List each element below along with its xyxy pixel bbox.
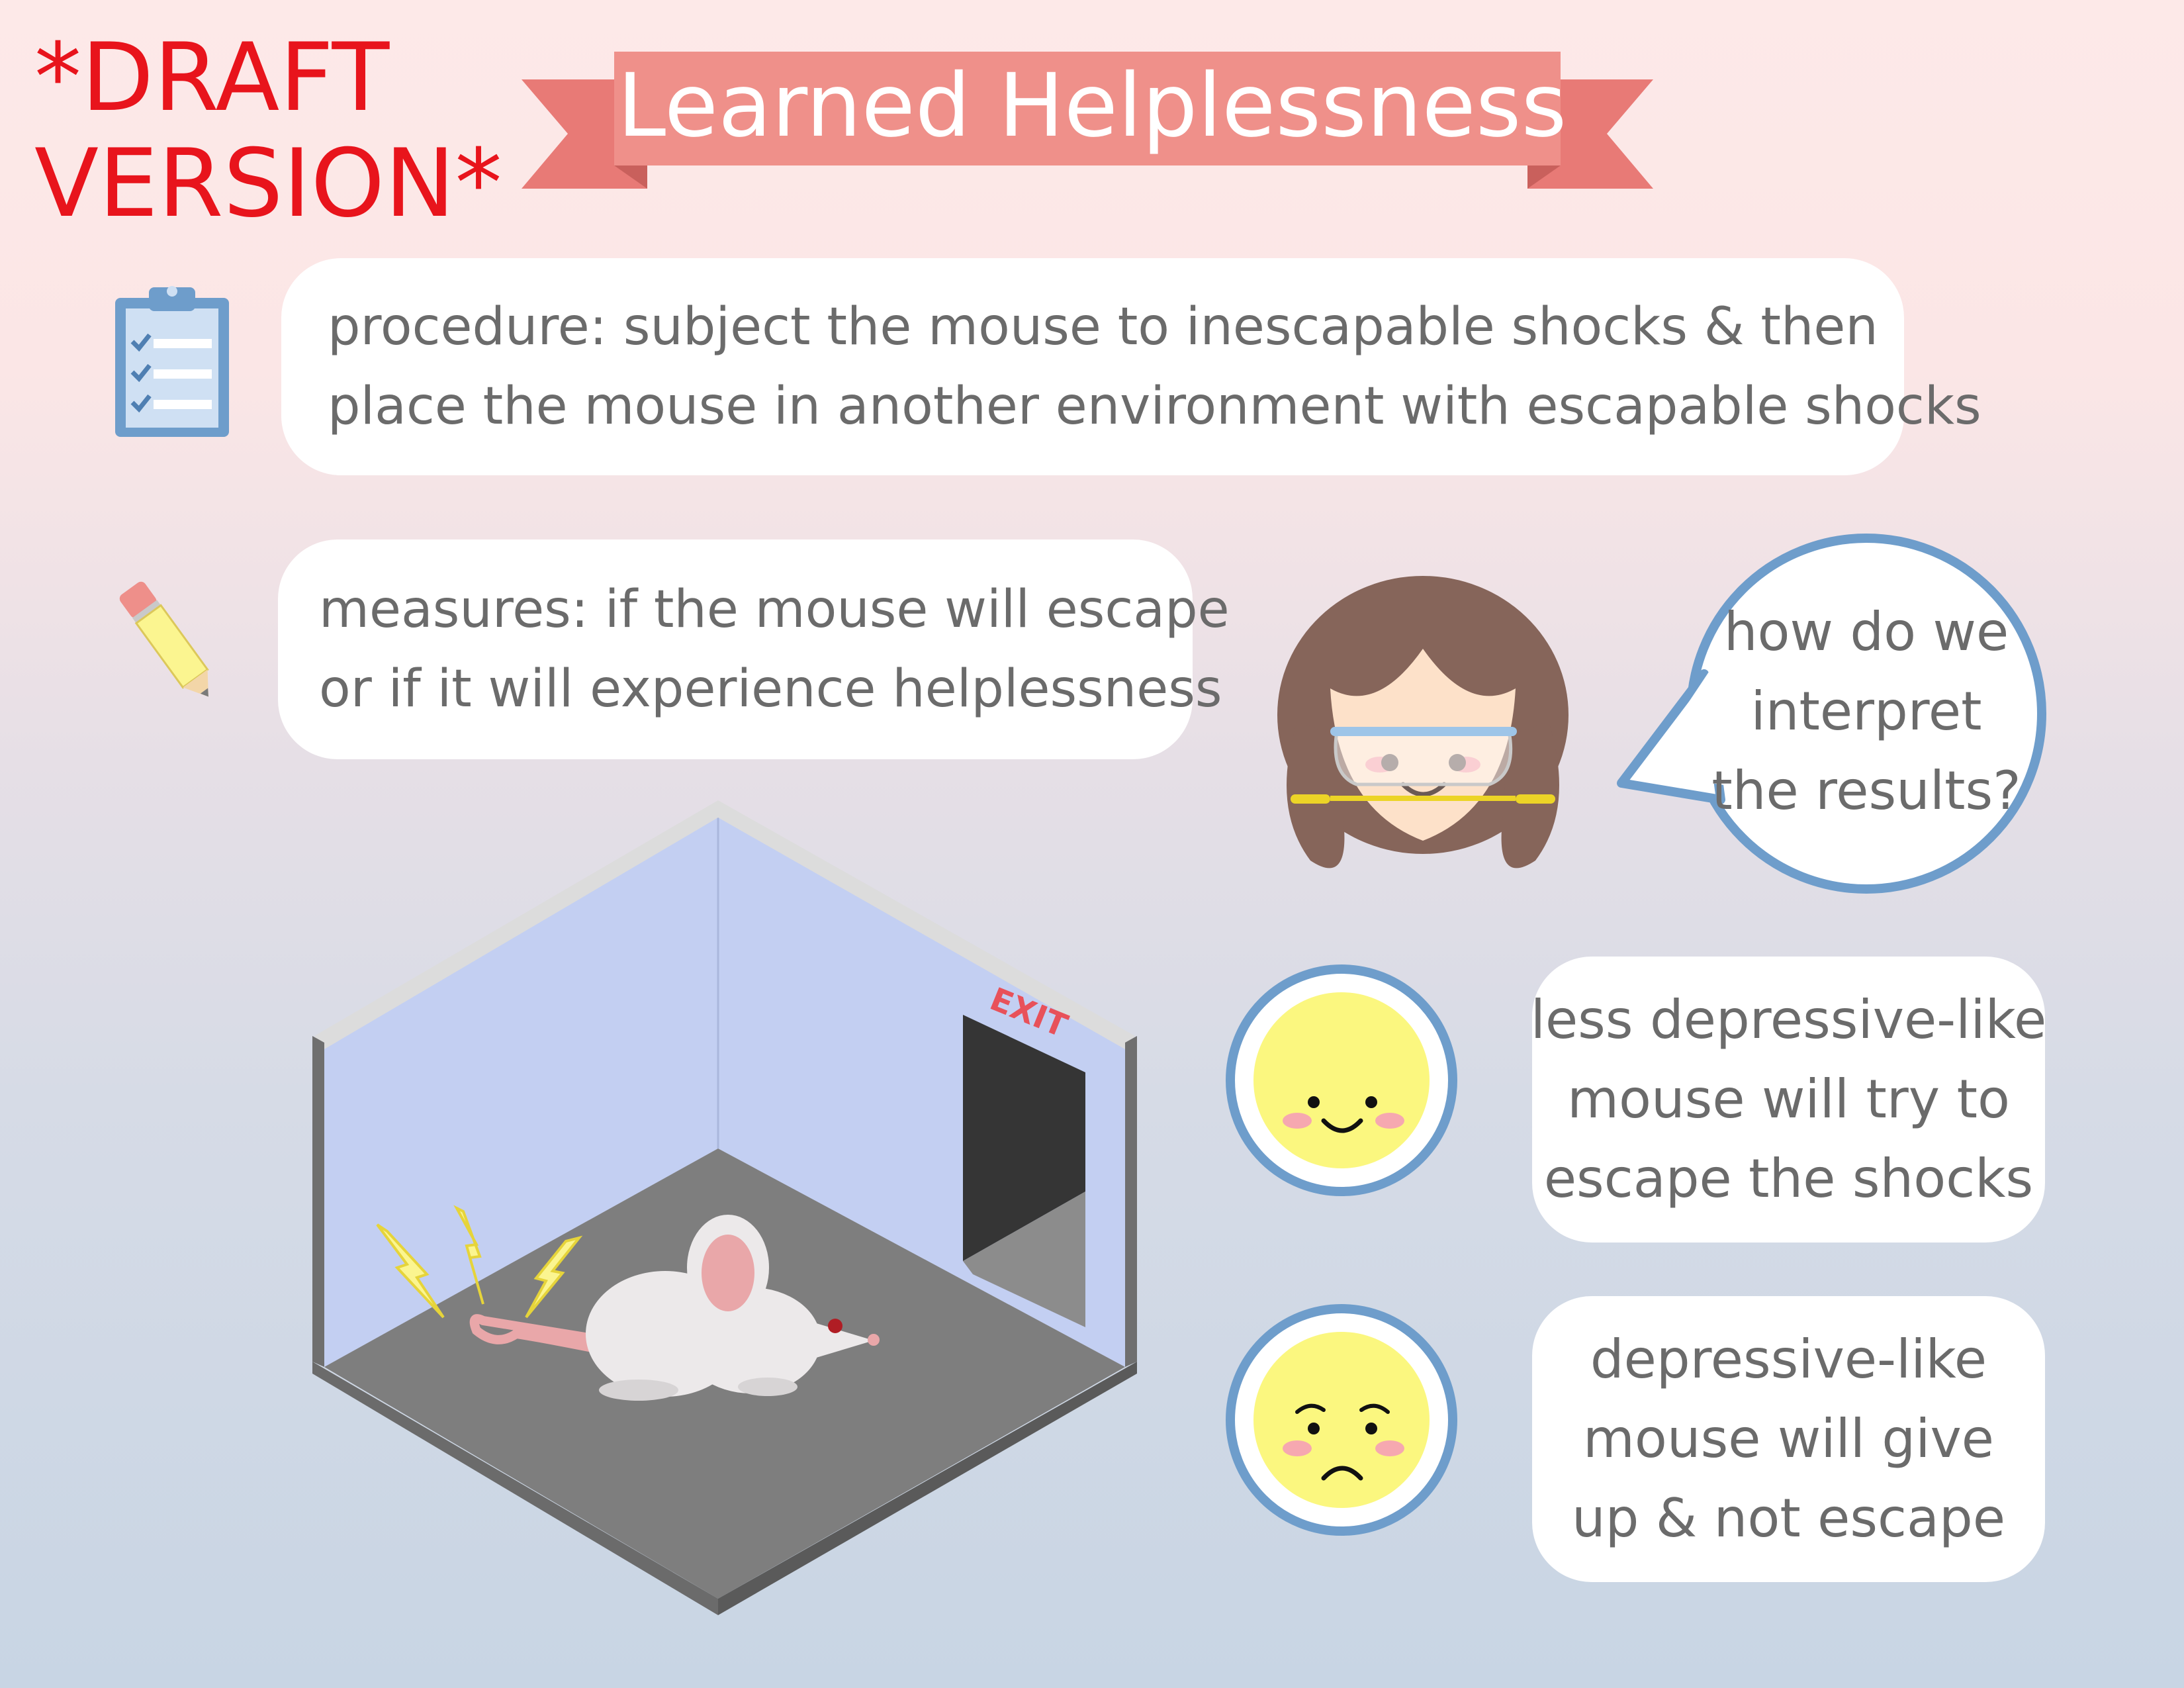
cage-illustration — [312, 800, 1137, 1615]
question-line-2: interpret — [1751, 680, 1982, 742]
scientist-avatar — [1277, 576, 1569, 868]
mouse-illustration — [469, 1215, 880, 1401]
less-line-1: less depressive-like — [1530, 989, 2047, 1051]
measures-line-1: measures: if the mouse will escape — [319, 580, 1230, 639]
measures-text: measures: if the mouse will escape or if… — [319, 570, 1230, 729]
draft-note: *DRAFT VERSION* — [34, 25, 502, 237]
measures-line-2: or if it will experience helplessness — [319, 659, 1222, 719]
dep-line-2: mouse will give — [1582, 1408, 1994, 1470]
page-title: Learned Helplessness — [617, 55, 1567, 157]
exit-sign: EXIT — [985, 980, 1073, 1045]
procedure-bubble: procedure: subject the mouse to inescapa… — [281, 258, 1981, 475]
measures-bubble: measures: if the mouse will escape or if… — [278, 539, 1230, 759]
pencil-icon — [119, 581, 209, 697]
draft-line-1: *DRAFT — [34, 23, 390, 132]
lightning-icon — [376, 1223, 445, 1319]
sad-face-icon — [1226, 1304, 1457, 1536]
question-line-3: the results? — [1711, 760, 2021, 821]
question-line-1: how do we — [1723, 601, 2009, 663]
lightning-icon — [453, 1205, 484, 1305]
outcome-depressive: depressive-like mouse will give up & not… — [1532, 1296, 2045, 1582]
title-banner — [522, 52, 1653, 189]
less-line-3: escape the shocks — [1543, 1148, 2034, 1209]
less-line-2: mouse will try to — [1567, 1068, 2010, 1130]
scientist-question: how do we interpret the results? — [1694, 589, 2038, 834]
dep-line-1: depressive-like — [1590, 1329, 1987, 1390]
clipboard-icon — [115, 286, 229, 437]
happy-face-icon — [1226, 964, 1457, 1196]
procedure-line-2: place the mouse in another environment w… — [328, 377, 1981, 436]
lightning-icon — [525, 1235, 583, 1319]
procedure-text: procedure: subject the mouse to inescapa… — [328, 287, 1981, 446]
draft-line-2: VERSION* — [34, 129, 502, 238]
procedure-line-1: procedure: subject the mouse to inescapa… — [328, 297, 1878, 357]
dep-line-3: up & not escape — [1571, 1487, 2006, 1549]
speech-bubble — [1617, 534, 2046, 894]
outcome-less-depressive: less depressive-like mouse will try to e… — [1530, 957, 2047, 1243]
